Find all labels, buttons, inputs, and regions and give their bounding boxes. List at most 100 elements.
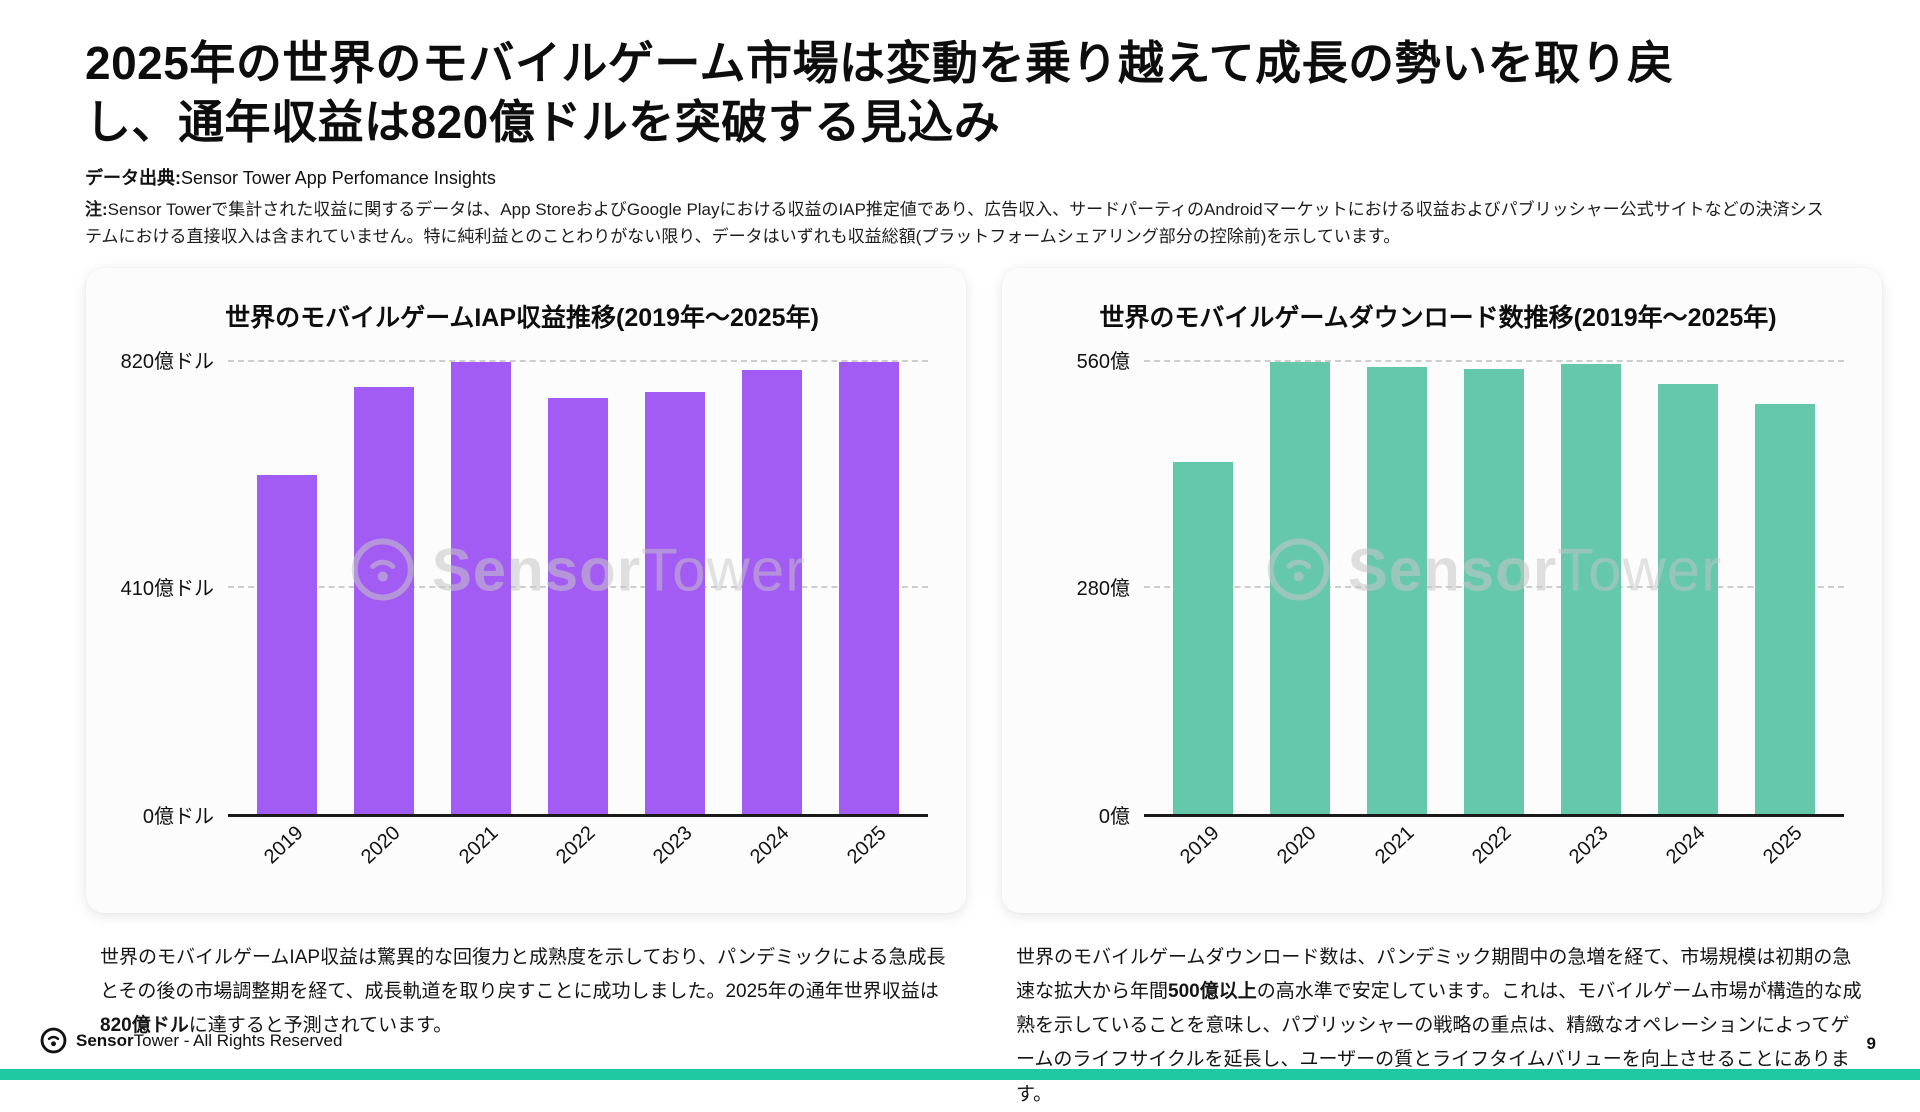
caption-iap-revenue: 世界のモバイルゲームIAP収益は驚異的な回復力と成熟度を示しており、パンデミック… [86, 941, 966, 1112]
x-tick-label: 2021 [1370, 821, 1419, 869]
x-tick-label: 2024 [745, 821, 794, 869]
bar-2020 [1269, 361, 1330, 814]
caption-text: 世界のモバイルゲームIAP収益は驚異的な回復力と成熟度を示しており、パンデミック… [100, 946, 946, 1002]
x-slot: 2025 [821, 817, 918, 868]
bar-slot [1154, 362, 1251, 814]
x-tick-label: 2023 [1564, 821, 1613, 869]
x-slot: 2019 [1154, 817, 1251, 868]
x-tick-label: 2025 [1759, 821, 1807, 869]
charts-row: 世界のモバイルゲームIAP収益推移(2019年〜2025年) 0億ドル 410億ド… [86, 267, 1920, 913]
x-tick-label: 2022 [551, 821, 600, 869]
note-label: 注: [85, 199, 108, 219]
caption-highlight: 500億以上 [1168, 981, 1257, 1002]
x-tick-label: 2023 [648, 821, 697, 869]
x-tick-label: 2025 [843, 821, 891, 869]
x-axis-labels: 2019 2020 2021 2022 2023 2024 2025 [1144, 817, 1844, 868]
x-slot: 2020 [335, 817, 432, 868]
x-tick-label: 2020 [1273, 821, 1321, 869]
page-title: 2025年の世界のモバイルゲーム市場は変動を乗り越えて成長の勢いを取り戻し、通年… [85, 37, 1674, 148]
bar-slot [1445, 362, 1542, 814]
x-slot: 2023 [627, 817, 724, 868]
bar-2022 [1463, 369, 1524, 814]
y-tick-label: 560億 [1076, 350, 1130, 373]
bottom-accent-strip [0, 1069, 1920, 1080]
bar-2023 [645, 392, 706, 814]
caption-downloads: 世界のモバイルゲームダウンロード数は、パンデミック期間中の急増を経て、市場規模は… [1002, 941, 1882, 1112]
bar-slot [335, 362, 432, 814]
x-tick-label: 2019 [260, 821, 308, 869]
sensor-tower-logo-icon [40, 1027, 67, 1054]
caption-highlight: 820億ドル [100, 1015, 189, 1037]
caption-text: に達すると予測されています。 [188, 1015, 453, 1037]
y-tick-label: 280億 [1076, 578, 1130, 601]
bar-slot [529, 362, 626, 814]
x-slot: 2022 [529, 817, 626, 868]
data-source-line: データ出典:Sensor Tower App Perfomance Insigh… [85, 164, 1835, 190]
bar-2024 [742, 370, 803, 814]
x-tick-label: 2020 [357, 821, 405, 869]
bar-2021 [1366, 366, 1427, 814]
note-line: 注:Sensor Towerで集計された収益に関するデータは、App Store… [85, 196, 1835, 251]
gridline [228, 359, 928, 362]
page-number: 9 [1866, 1034, 1876, 1053]
x-slot: 2020 [1251, 817, 1348, 868]
gridline [1144, 359, 1844, 362]
footer-brand-bold: Sensor [76, 1030, 134, 1050]
bar-slot [627, 362, 724, 814]
x-tick-label: 2022 [1467, 821, 1516, 869]
y-tick-label: 820億ドル [120, 350, 214, 373]
y-axis: 0億 280億 560億 [1032, 351, 1144, 828]
bar-slot [238, 362, 335, 814]
footer-rights: - All Rights Reserved [179, 1030, 343, 1050]
y-axis: 0億ドル 410億ドル 820億ドル [116, 351, 228, 828]
chart-card-downloads: 世界のモバイルゲームダウンロード数推移(2019年〜2025年) 0億 280億 5… [1002, 267, 1882, 913]
header: 2025年の世界のモバイルゲーム市場は変動を乗り越えて成長の勢いを取り戻し、通年… [0, 0, 1920, 251]
x-slot: 2021 [432, 817, 529, 868]
chart-body: 0億 280億 560億 SensorTower [1032, 351, 1844, 828]
plot-area: SensorTower [228, 359, 928, 817]
bar-2025 [1755, 403, 1816, 814]
x-tick-label: 2021 [454, 821, 503, 869]
bar-2020 [353, 386, 414, 814]
bar-2021 [450, 361, 511, 814]
x-slot: 2022 [1445, 817, 1542, 868]
bar-slot [1348, 362, 1445, 814]
footer: SensorTower - All Rights Reserved [40, 1027, 342, 1054]
bar-slot [1640, 362, 1737, 814]
bar-2019 [256, 474, 317, 814]
data-source-value: Sensor Tower App Perfomance Insights [181, 167, 496, 188]
plot-area: SensorTower [1144, 359, 1844, 817]
bar-slot [1251, 361, 1348, 814]
captions-row: 世界のモバイルゲームIAP収益は驚異的な回復力と成熟度を示しており、パンデミック… [86, 941, 1920, 1112]
bar-2022 [547, 397, 608, 814]
bar-slot [1543, 362, 1640, 814]
chart-card-iap-revenue: 世界のモバイルゲームIAP収益推移(2019年〜2025年) 0億ドル 410億ド… [86, 267, 966, 913]
bar-2024 [1658, 383, 1719, 814]
bar-2019 [1172, 461, 1233, 814]
x-slot: 2019 [238, 817, 335, 868]
footer-text: SensorTower - All Rights Reserved [76, 1031, 342, 1051]
data-source-label: データ出典: [85, 167, 181, 188]
x-slot: 2024 [1640, 817, 1737, 868]
x-slot: 2024 [724, 817, 821, 868]
chart-title-iap-revenue: 世界のモバイルゲームIAP収益推移(2019年〜2025年) [225, 303, 819, 332]
bar-2025 [839, 361, 900, 814]
x-axis-labels: 2019 2020 2021 2022 2023 2024 2025 [228, 817, 928, 868]
x-tick-label: 2019 [1176, 821, 1224, 869]
x-tick-label: 2024 [1661, 821, 1710, 869]
note-text: Sensor Towerで集計された収益に関するデータは、App Storeおよ… [85, 199, 1824, 247]
bars-layer [228, 361, 928, 814]
bar-slot [821, 361, 918, 814]
chart-title-downloads: 世界のモバイルゲームダウンロード数推移(2019年〜2025年) [1099, 303, 1777, 332]
bar-slot [1737, 362, 1834, 814]
bar-2023 [1561, 364, 1622, 814]
x-slot: 2021 [1348, 817, 1445, 868]
x-slot: 2025 [1737, 817, 1834, 868]
y-tick-label: 0億 [1098, 805, 1130, 828]
caption-text: 世界のモバイルゲームダウンロード数は、パンデミック期間中の急増を経て、市場規模は… [1016, 946, 1852, 1002]
x-slot: 2023 [1543, 817, 1640, 868]
footer-brand-light: Tower [133, 1030, 179, 1050]
y-tick-label: 410億ドル [120, 578, 214, 601]
bars-layer [1144, 361, 1844, 814]
bar-slot [432, 361, 529, 814]
